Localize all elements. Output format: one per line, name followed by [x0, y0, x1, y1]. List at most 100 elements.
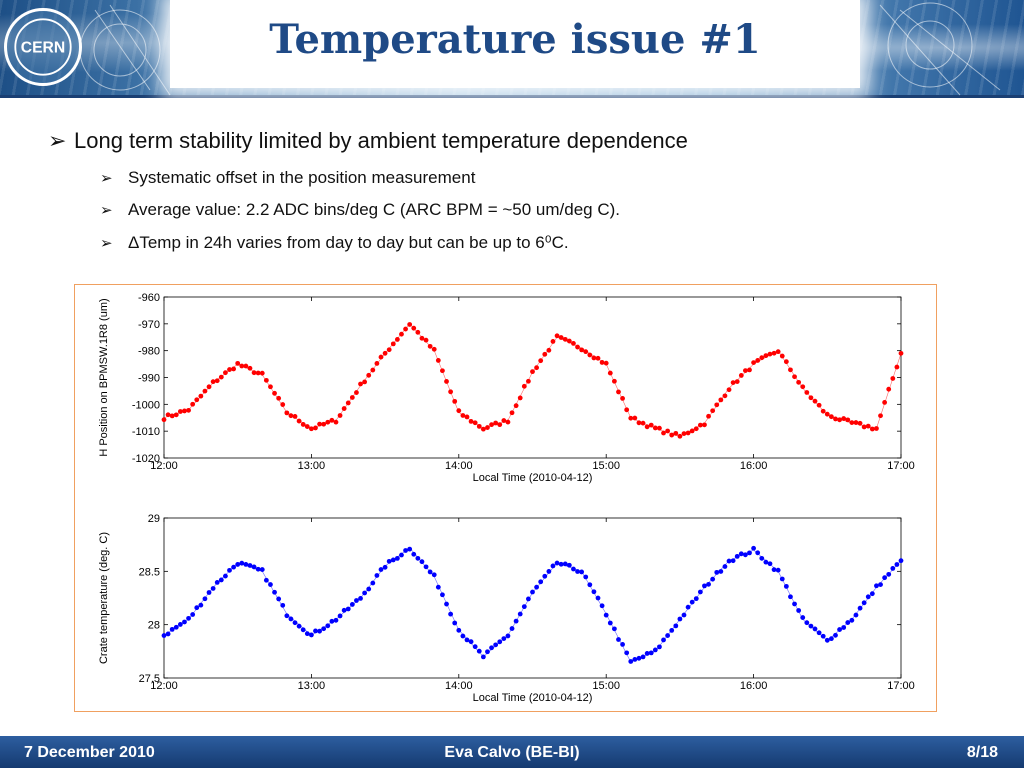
- data-point: [268, 384, 273, 390]
- data-point: [177, 409, 183, 414]
- data-point: [575, 344, 580, 350]
- data-point: [661, 637, 666, 643]
- data-point: [399, 331, 404, 337]
- bullet-text: ΔTemp in 24h varies from day to day but …: [128, 233, 569, 252]
- data-point: [526, 378, 531, 384]
- data-point: [214, 579, 220, 585]
- data-point: [845, 620, 851, 625]
- x-tick-label: 14:00: [445, 680, 473, 692]
- data-point: [661, 430, 666, 436]
- data-point: [734, 379, 740, 385]
- data-point: [468, 418, 474, 424]
- data-point: [452, 398, 458, 404]
- data-point: [386, 558, 392, 564]
- data-point: [595, 355, 601, 361]
- data-point: [710, 408, 716, 414]
- data-point: [554, 560, 560, 566]
- data-point: [206, 384, 212, 390]
- data-point: [886, 386, 892, 392]
- y-axis-label: H Position on BPMSW.1R8 (um): [98, 298, 110, 456]
- data-point: [493, 642, 499, 648]
- plot-area-1: [163, 296, 902, 459]
- data-point: [227, 567, 232, 573]
- data-point: [730, 558, 736, 564]
- data-point: [583, 349, 589, 355]
- data-point: [251, 370, 257, 376]
- data-point: [480, 654, 486, 660]
- data-point: [456, 627, 462, 633]
- data-point: [255, 370, 261, 376]
- footer-date: 7 December 2010: [24, 744, 155, 761]
- data-point: [444, 379, 449, 384]
- data-point: [268, 582, 273, 587]
- data-point: [210, 379, 216, 385]
- y-tick-label: -970: [138, 319, 160, 331]
- data-point: [890, 566, 896, 571]
- data-point: [366, 372, 372, 378]
- data-point: [620, 395, 625, 401]
- data-point: [685, 430, 691, 436]
- data-point: [882, 575, 888, 581]
- data-point: [407, 546, 413, 552]
- data-point: [869, 426, 875, 432]
- data-point: [591, 589, 597, 595]
- data-point: [526, 596, 531, 602]
- data-point: [550, 339, 556, 344]
- data-point: [198, 393, 204, 399]
- data-point: [173, 412, 179, 418]
- data-point: [673, 430, 679, 436]
- data-point: [259, 567, 265, 572]
- data-point: [161, 417, 167, 423]
- data-point: [378, 354, 384, 360]
- data-point: [435, 584, 441, 590]
- data-point: [869, 591, 875, 597]
- slide-footer: 7 December 2010 Eva Calvo (BE-BI) 8/18: [0, 736, 1024, 768]
- data-point: [284, 613, 290, 619]
- data-point: [693, 596, 699, 602]
- bullet-main: ➢ Long term stability limited by ambient …: [48, 128, 688, 154]
- data-point: [218, 374, 224, 380]
- data-point: [374, 361, 380, 366]
- data-point: [427, 343, 433, 349]
- data-point: [706, 581, 711, 587]
- data-point: [272, 390, 277, 396]
- data-point: [239, 363, 245, 369]
- data-point: [468, 639, 474, 645]
- data-point: [853, 612, 859, 618]
- data-point: [775, 567, 781, 573]
- slide-header: CERN Temperature issue #1: [0, 0, 1024, 98]
- data-point: [620, 642, 625, 647]
- y-tick-label: -980: [138, 346, 160, 358]
- data-point: [378, 567, 384, 572]
- data-point: [530, 589, 535, 595]
- arrow-bullet-icon: ➢: [48, 128, 67, 153]
- bullet-text: Long term stability limited by ambient t…: [74, 128, 688, 153]
- data-point: [607, 370, 613, 376]
- data-point: [861, 600, 867, 606]
- data-point: [775, 349, 781, 355]
- data-point: [452, 620, 458, 626]
- data-point: [182, 619, 187, 625]
- data-point: [747, 367, 752, 373]
- data-point: [354, 598, 359, 603]
- data-point: [485, 425, 490, 430]
- data-point: [304, 424, 310, 429]
- data-point: [419, 335, 425, 341]
- data-point: [235, 562, 241, 567]
- data-point: [235, 360, 241, 366]
- data-point: [566, 562, 572, 568]
- data-point: [751, 360, 756, 366]
- data-point: [431, 572, 437, 578]
- data-point: [276, 395, 282, 401]
- data-point: [288, 413, 294, 419]
- data-point: [890, 376, 896, 381]
- x-tick-label: 17:00: [887, 460, 915, 472]
- data-point: [743, 552, 748, 558]
- data-point: [448, 389, 454, 395]
- data-point: [702, 583, 707, 589]
- data-point: [726, 558, 732, 564]
- data-point: [779, 576, 785, 582]
- data-point: [669, 432, 675, 438]
- footer-page-number: 8/18: [966, 744, 998, 761]
- data-point: [603, 612, 609, 618]
